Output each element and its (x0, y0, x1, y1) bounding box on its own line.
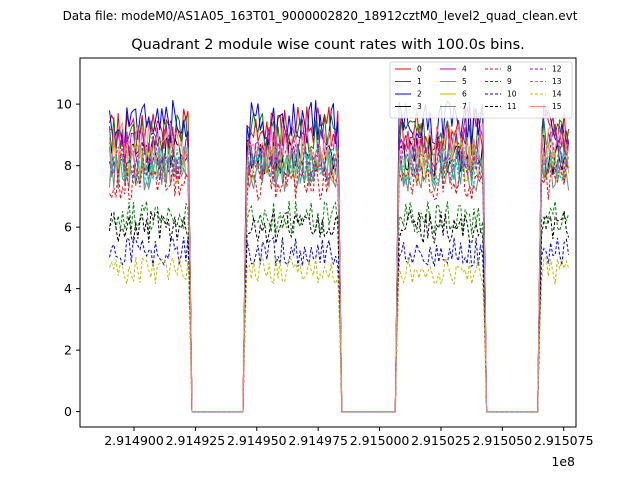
legend-label-1: 1 (417, 77, 422, 86)
legend-label-8: 8 (507, 65, 512, 74)
x-tick-label: 2.915025 (411, 433, 471, 448)
y-tick-label: 6 (64, 220, 72, 235)
legend-label-2: 2 (417, 90, 422, 99)
x-tick-label: 2.914900 (104, 433, 164, 448)
series-line-2 (109, 100, 569, 413)
legend-box (389, 61, 573, 119)
series-line-9 (109, 200, 570, 413)
legend-label-9: 9 (507, 77, 512, 86)
legend-label-11: 11 (507, 102, 517, 111)
y-axis: 0 2 4 6 8 10 (56, 97, 80, 419)
y-tick-label: 10 (56, 97, 72, 112)
y-tick-label: 2 (64, 343, 72, 358)
legend-label-15: 15 (552, 102, 562, 111)
series-line-8 (109, 159, 570, 413)
legend-label-14: 14 (552, 90, 562, 99)
legend-label-13: 13 (552, 77, 562, 86)
y-tick-label: 4 (64, 281, 72, 296)
legend-label-5: 5 (462, 77, 467, 86)
series-line-13 (109, 145, 570, 413)
legend-label-7: 7 (462, 102, 467, 111)
chart-title: Quadrant 2 module wise count rates with … (131, 37, 525, 53)
x-offset-label: 1e8 (551, 454, 575, 469)
x-tick-label: 2.914975 (288, 433, 348, 448)
x-tick-label: 2.914925 (166, 433, 226, 448)
x-tick-label: 2.914950 (227, 433, 287, 448)
legend-label-6: 6 (462, 90, 467, 99)
series-line-11 (109, 209, 570, 413)
x-axis: 2.914900 2.914925 2.914950 2.914975 2.915000… (104, 427, 594, 448)
x-tick-label: 2.915050 (473, 433, 533, 448)
x-tick-label: 2.915075 (534, 433, 594, 448)
legend-label-10: 10 (507, 90, 517, 99)
y-tick-label: 8 (64, 158, 72, 173)
chart-suptitle: Data file: modeM0/AS1A05_163T01_90000028… (63, 9, 578, 23)
y-tick-label: 0 (64, 404, 72, 419)
plot-lines (109, 100, 570, 413)
x-tick-label: 2.915000 (350, 433, 410, 448)
legend-label-0: 0 (417, 65, 422, 74)
legend-label-4: 4 (462, 65, 467, 74)
legend-label-12: 12 (552, 65, 562, 74)
series-line-15 (109, 121, 569, 413)
plot-frame (79, 57, 577, 428)
legend-label-3: 3 (417, 102, 422, 111)
series-line-14 (109, 255, 570, 413)
series-line-7 (109, 151, 570, 413)
